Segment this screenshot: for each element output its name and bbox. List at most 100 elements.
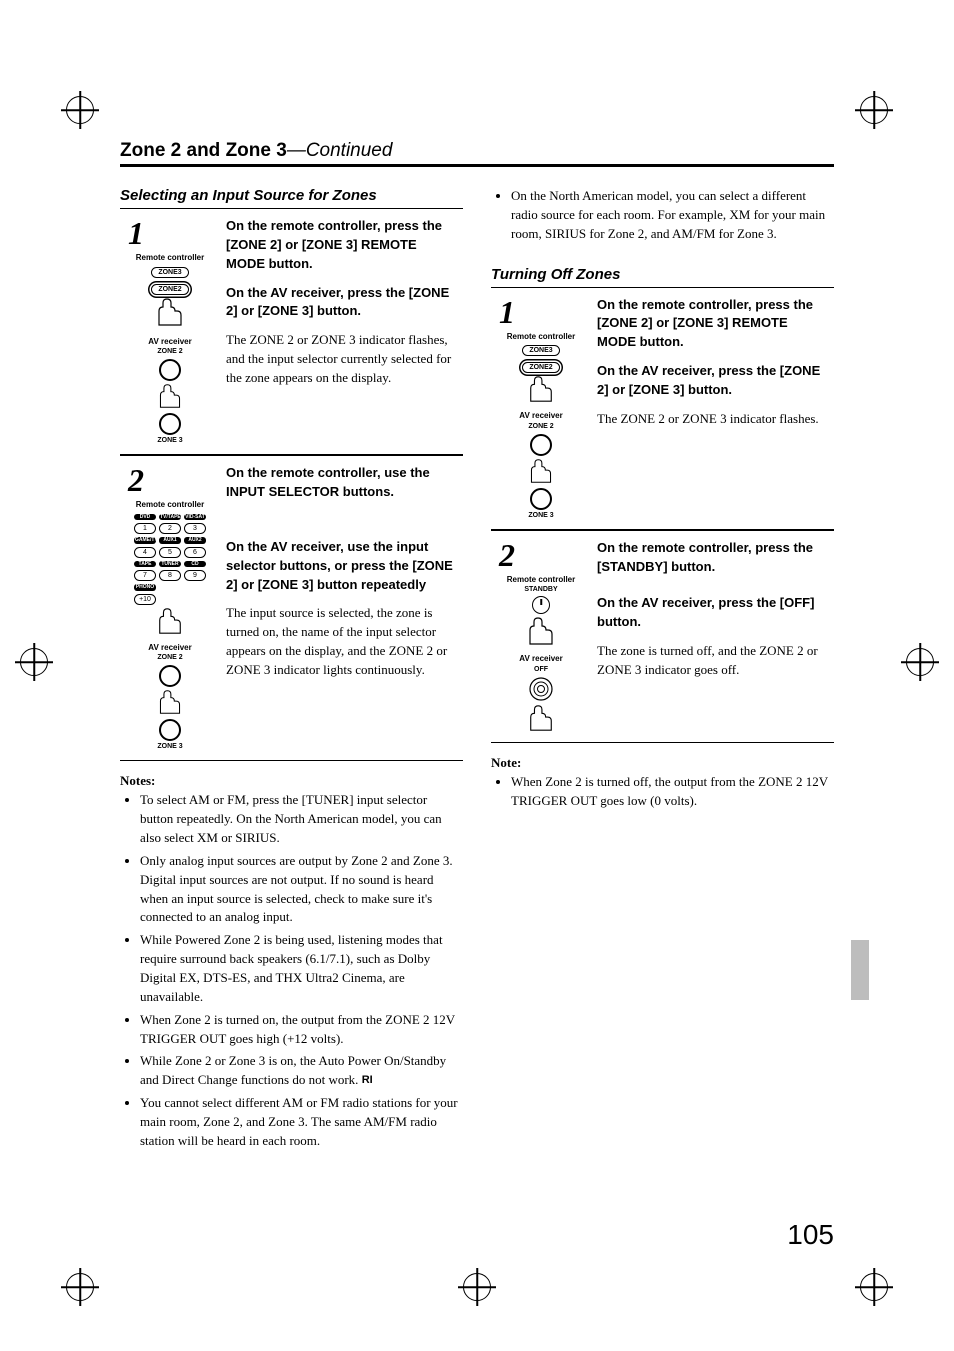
av-label: AV receiver: [148, 643, 191, 653]
grid-btn: +10: [134, 594, 156, 605]
left-column: Selecting an Input Source for Zones 1 Re…: [120, 187, 463, 1155]
reg-mark-tl: [66, 96, 94, 124]
step-2-off: 2 Remote controller STANDBY AV receiver …: [491, 530, 834, 743]
grid-label: DVD: [134, 514, 156, 521]
step-body: The ZONE 2 or ZONE 3 indicator flashes, …: [226, 331, 459, 388]
note-item: To select AM or FM, press the [TUNER] in…: [140, 791, 463, 848]
remote-label: Remote controller: [507, 575, 575, 585]
note-list: When Zone 2 is turned off, the output fr…: [491, 773, 834, 811]
step-2-select: 2 Remote controller DVD TV/TAPE VID-SAT …: [120, 455, 463, 761]
av-label: AV receiver: [519, 411, 562, 421]
grid-label: CD: [184, 561, 206, 568]
off-label: OFF: [534, 666, 548, 673]
zone3-button-icon: [530, 488, 552, 510]
off-button-icon: [528, 676, 554, 702]
reg-mark-bc: [463, 1273, 491, 1301]
step-1-select: 1 Remote controller ZONE3 ZONE2 AV recei…: [120, 209, 463, 455]
zone3-pill: ZONE3: [522, 345, 559, 356]
grid-label: VID-SAT: [184, 514, 206, 521]
hand-icon: [524, 458, 558, 484]
reg-mark-ml: [20, 648, 48, 676]
zone2-pill: ZONE2: [522, 362, 559, 373]
top-bullet: On the North American model, you can sel…: [511, 187, 834, 244]
step-number: 2: [128, 464, 144, 496]
zone3-pill: ZONE3: [151, 267, 188, 278]
grid-btn: 5: [159, 547, 181, 558]
note-item: When Zone 2 is turned on, the output fro…: [140, 1011, 463, 1049]
instr-remote: On the remote controller, use the INPUT …: [226, 464, 459, 502]
step-body: The input source is selected, the zone i…: [226, 604, 459, 679]
grid-label: AUX1: [159, 537, 181, 544]
continued-marker: —Continued: [287, 140, 393, 161]
hand-icon: [153, 689, 187, 715]
note-item: Only analog input sources are output by …: [140, 852, 463, 927]
note-item: You cannot select different AM or FM rad…: [140, 1094, 463, 1151]
instr-av: On the AV receiver, press the [OFF] butt…: [597, 594, 830, 632]
right-column: On the North American model, you can sel…: [491, 187, 834, 1155]
reg-mark-br: [860, 1273, 888, 1301]
zone3-tiny: ZONE 3: [528, 512, 553, 519]
grid-btn: 2: [159, 523, 181, 534]
notes-heading: Notes:: [120, 773, 463, 789]
grid-btn: 1: [134, 523, 156, 534]
note-item: When Zone 2 is turned off, the output fr…: [511, 773, 834, 811]
note-item: While Zone 2 or Zone 3 is on, the Auto P…: [140, 1052, 463, 1090]
hand-icon: [524, 375, 558, 403]
zone2-button-icon: [530, 434, 552, 456]
standby-icon: [532, 596, 550, 614]
grid-btn: 7: [134, 570, 156, 581]
instr-av: On the AV receiver, use the input select…: [226, 538, 459, 595]
zone3-button-icon: [159, 719, 181, 741]
grid-label: TV/TAPE: [159, 514, 181, 521]
section-title-turn-off: Turning Off Zones: [491, 266, 834, 283]
instr-remote: On the remote controller, press the [STA…: [597, 539, 830, 577]
note-heading: Note:: [491, 755, 834, 771]
hand-icon: [524, 704, 558, 732]
step-body: The zone is turned off, and the ZONE 2 o…: [597, 642, 830, 680]
grid-label: TUNER: [159, 561, 181, 568]
hand-icon: [153, 607, 187, 635]
hand-icon: [153, 297, 187, 327]
instr-av: On the AV receiver, press the [ZONE 2] o…: [226, 284, 459, 322]
zone3-tiny: ZONE 3: [157, 743, 182, 750]
grid-label: AUX2: [184, 537, 206, 544]
step-number: 1: [499, 296, 515, 328]
zone2-button-icon: [159, 665, 181, 687]
step-1-off: 1 Remote controller ZONE3 ZONE2 AV recei…: [491, 288, 834, 530]
hand-icon: [524, 616, 558, 646]
reg-mark-tr: [860, 96, 888, 124]
grid-btn: 4: [134, 547, 156, 558]
notes-list: To select AM or FM, press the [TUNER] in…: [120, 791, 463, 1150]
instr-av: On the AV receiver, press the [ZONE 2] o…: [597, 362, 830, 400]
chapter-title: Zone 2 and Zone 3: [120, 140, 287, 161]
grid-btn: 6: [184, 547, 206, 558]
step-number: 2: [499, 539, 515, 571]
zone2-pill: ZONE2: [151, 284, 188, 295]
step-body: The ZONE 2 or ZONE 3 indicator flashes.: [597, 410, 830, 429]
zone3-button-icon: [159, 413, 181, 435]
grid-btn: 3: [184, 523, 206, 534]
gray-side-tab: [851, 940, 869, 1000]
zone2-tiny: ZONE 2: [157, 348, 182, 355]
grid-btn: 9: [184, 570, 206, 581]
page-header: Zone 2 and Zone 3—Continued: [120, 140, 834, 167]
input-selector-grid: DVD TV/TAPE VID-SAT 1 2 3 GAME/TV AUX1 A…: [134, 514, 206, 605]
top-bullet-list: On the North American model, you can sel…: [491, 187, 834, 244]
remote-label: Remote controller: [136, 500, 204, 510]
step-number: 1: [128, 217, 144, 249]
note-item: While Powered Zone 2 is being used, list…: [140, 931, 463, 1006]
av-label: AV receiver: [519, 654, 562, 664]
ri-icon: RI: [362, 1073, 373, 1089]
zone3-tiny: ZONE 3: [157, 437, 182, 444]
reg-mark-bl: [66, 1273, 94, 1301]
grid-label: GAME/TV: [134, 537, 156, 544]
zone2-tiny: ZONE 2: [157, 654, 182, 661]
zone2-tiny: ZONE 2: [528, 423, 553, 430]
hand-icon: [153, 383, 187, 409]
grid-label: TAPE: [134, 561, 156, 568]
header-rule: [120, 164, 834, 167]
reg-mark-mr: [906, 648, 934, 676]
section-title-select-input: Selecting an Input Source for Zones: [120, 187, 463, 204]
page-number: 105: [787, 1219, 834, 1251]
remote-label: Remote controller: [136, 253, 204, 263]
